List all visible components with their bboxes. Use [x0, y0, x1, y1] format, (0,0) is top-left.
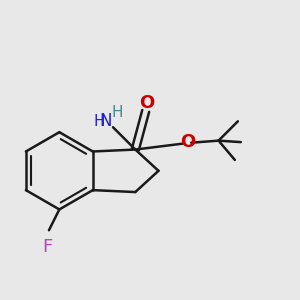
Text: O: O	[139, 94, 154, 112]
Text: H: H	[112, 105, 123, 120]
Text: F: F	[42, 238, 52, 256]
Text: N: N	[99, 112, 112, 130]
Text: O: O	[181, 133, 196, 151]
Text: H: H	[94, 114, 105, 129]
